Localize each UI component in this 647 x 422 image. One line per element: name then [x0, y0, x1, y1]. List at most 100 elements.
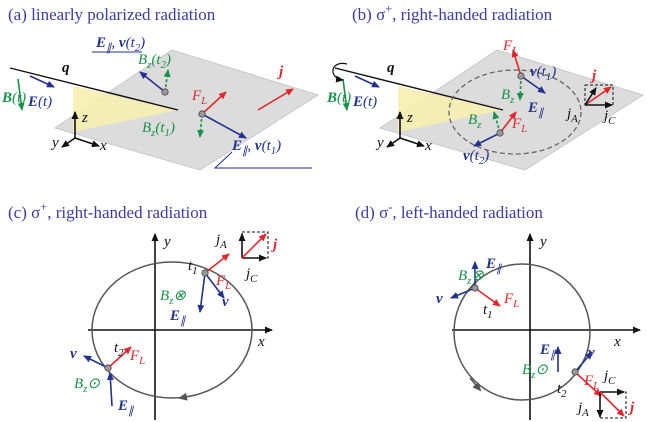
label-part: E	[117, 398, 128, 414]
arrow	[387, 138, 400, 147]
orbit-direction	[180, 395, 196, 398]
label-part: , left-handed radiation	[392, 203, 543, 222]
label-part: ⊙	[535, 362, 548, 378]
label: Bz⊙	[522, 362, 548, 381]
point	[518, 73, 524, 79]
label: j	[271, 237, 278, 253]
label-part: x	[99, 138, 107, 154]
label: Bz⊙	[74, 376, 100, 395]
label-part: z	[406, 110, 413, 126]
label-part: E	[485, 256, 496, 272]
label-part: ⊗	[173, 288, 186, 304]
label-part: B	[138, 52, 147, 68]
label: y	[375, 135, 384, 151]
arrow	[62, 138, 75, 147]
arrow	[110, 373, 112, 406]
label-part: (a) linearly polarized radiation	[8, 5, 216, 24]
panel-title: (c) σ+, right-handed radiation	[8, 200, 208, 222]
label-part: B	[522, 362, 531, 378]
label: jC	[602, 368, 616, 387]
label-part: L	[138, 355, 145, 367]
label: t2	[114, 340, 124, 359]
label-part: 1	[487, 309, 492, 321]
label-part: )	[165, 52, 171, 68]
label-part: )	[139, 35, 145, 51]
label-part: (d) σ	[355, 203, 388, 222]
label-part: ⊙	[87, 376, 100, 392]
label-part: y	[162, 234, 171, 250]
label: jA	[214, 232, 227, 251]
label-part: C	[608, 375, 616, 387]
label-part: v	[70, 346, 77, 362]
label: t1	[188, 258, 198, 277]
label-part: q	[62, 60, 70, 76]
label-part: B	[160, 288, 169, 304]
label-part: z	[509, 94, 515, 106]
label: E∥	[117, 398, 135, 417]
label-part: y	[375, 135, 384, 151]
point	[162, 89, 168, 95]
label-part: y	[538, 234, 547, 250]
label: t1	[483, 302, 493, 321]
label-part: j	[271, 237, 278, 253]
label: x	[99, 138, 107, 154]
point	[472, 285, 478, 291]
label: FL	[503, 291, 519, 310]
arrow	[475, 288, 500, 306]
label-part: L	[224, 280, 231, 292]
label-part: , right-handed radiation	[47, 203, 208, 222]
label-part: ∥	[496, 263, 503, 275]
label-part: (t)	[363, 94, 377, 110]
label-part: E	[352, 94, 363, 110]
label-part: E	[527, 100, 538, 116]
point	[572, 369, 578, 375]
arrow	[242, 234, 266, 258]
point	[497, 130, 503, 136]
label-part: E	[231, 138, 242, 154]
label: z	[81, 110, 88, 126]
figure: (a) linearly polarized radiationqB(t)E(t…	[0, 0, 647, 422]
label-part: x	[424, 138, 432, 154]
label: B(t)	[326, 90, 351, 106]
label: E(t)	[27, 94, 52, 110]
label: x	[424, 138, 432, 154]
label-part: ,	[111, 35, 119, 51]
label-part: A	[570, 113, 578, 125]
panel-title: (a) linearly polarized radiation	[8, 5, 216, 24]
arrow	[600, 392, 624, 416]
label: y	[538, 234, 547, 250]
panel-title: (b) σ+, right-handed radiation	[352, 2, 553, 24]
label-part: E	[27, 94, 38, 110]
label-part: (t)	[38, 94, 52, 110]
label: j	[277, 64, 284, 80]
label: E∥, v(t1)	[231, 138, 281, 157]
label-part: B	[458, 268, 467, 284]
label-part: B	[501, 87, 510, 103]
label-part: L	[511, 45, 518, 57]
arrow	[84, 356, 108, 368]
label-part: z	[81, 110, 88, 126]
label-part: ,	[247, 138, 255, 154]
label: v	[222, 294, 229, 310]
label-part: ∥	[128, 405, 135, 417]
label: E∥	[485, 256, 503, 275]
label-part: 2	[118, 347, 124, 359]
label: Bz⊗	[160, 288, 186, 307]
label: v(t2)	[463, 148, 489, 167]
point	[202, 270, 208, 276]
label-part: )	[169, 120, 175, 136]
label-part: L	[520, 123, 527, 135]
label: y	[50, 135, 59, 151]
label-part: ∥	[550, 349, 557, 361]
label-part: L	[200, 95, 207, 107]
label: x	[257, 334, 265, 350]
label-part: B	[468, 112, 477, 128]
label-part: )	[275, 138, 281, 154]
label-part: j	[277, 64, 284, 80]
label-part: (c) σ	[8, 203, 40, 222]
panel-title: (d) σ-, left-handed radiation	[355, 200, 543, 222]
label-part: )	[483, 148, 489, 164]
label-part: C	[608, 115, 616, 127]
label-part: z	[476, 119, 482, 131]
label-part: x	[613, 334, 621, 350]
